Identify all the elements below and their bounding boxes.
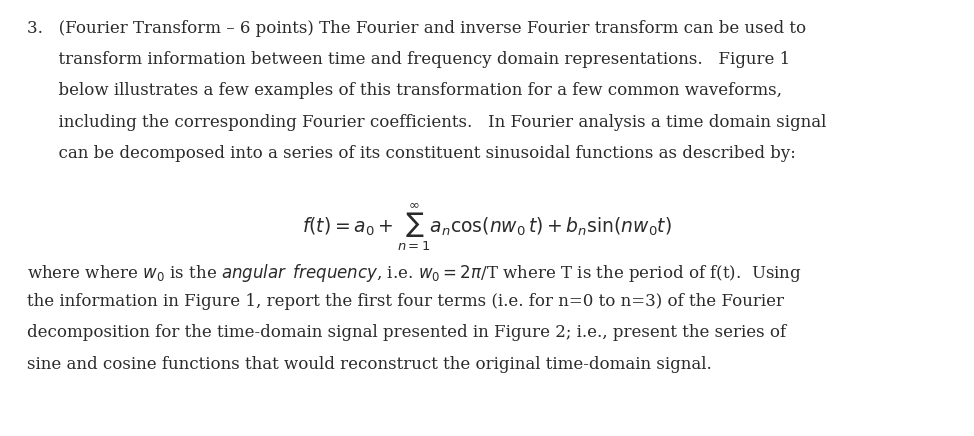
Text: can be decomposed into a series of its constituent sinusoidal functions as descr: can be decomposed into a series of its c… xyxy=(27,145,796,162)
Text: the information in Figure 1, report the first four terms (i.e. for n=0 to n=3) o: the information in Figure 1, report the … xyxy=(27,293,784,310)
Text: $f(t) = a_0 + \sum_{n=1}^{\infty} a_n\mathrm{cos}(nw_0\, t) + b_n\mathrm{sin}(nw: $f(t) = a_0 + \sum_{n=1}^{\infty} a_n\ma… xyxy=(302,201,672,253)
Text: 3.   (Fourier Transform – 6 points) The Fourier and inverse Fourier transform ca: 3. (Fourier Transform – 6 points) The Fo… xyxy=(27,20,806,37)
Text: below illustrates a few examples of this transformation for a few common wavefor: below illustrates a few examples of this… xyxy=(27,82,782,99)
Text: where where $w_0$ is the $\mathit{angular\/\ frequency}$, i.e. $w_0 = 2\pi$/T wh: where where $w_0$ is the $\mathit{angula… xyxy=(27,262,803,283)
Text: including the corresponding Fourier coefficients.   In Fourier analysis a time d: including the corresponding Fourier coef… xyxy=(27,114,827,131)
Text: transform information between time and frequency domain representations.   Figur: transform information between time and f… xyxy=(27,51,791,68)
Text: decomposition for the time-domain signal presented in Figure 2; i.e., present th: decomposition for the time-domain signal… xyxy=(27,324,786,341)
Text: sine and cosine functions that would reconstruct the original time-domain signal: sine and cosine functions that would rec… xyxy=(27,356,712,373)
